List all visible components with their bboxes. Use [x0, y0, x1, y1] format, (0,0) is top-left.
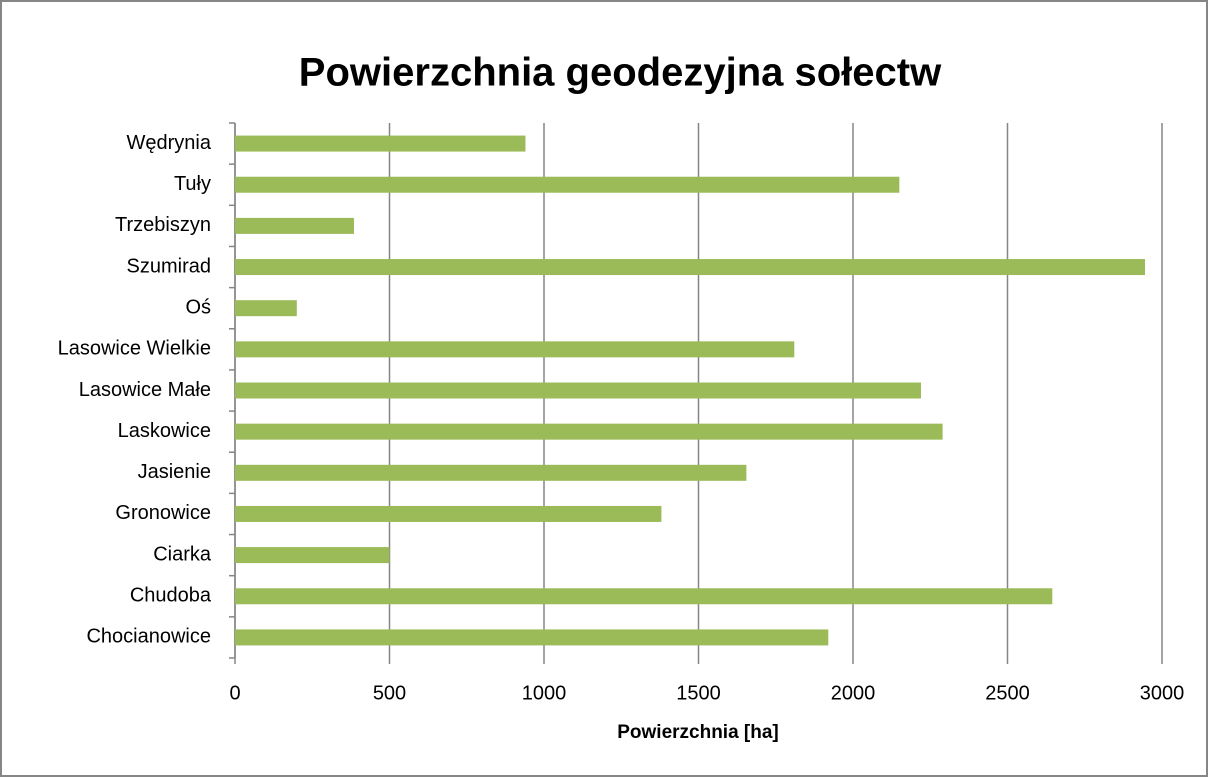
y-tick-label: Lasowice Wielkie — [58, 338, 211, 360]
x-tick-label: 0 — [229, 682, 240, 704]
y-tick-label: Chudoba — [130, 585, 212, 607]
y-tick-label: Tuły — [174, 173, 211, 195]
y-tick-label: Wędrynia — [127, 132, 212, 154]
x-tick-label: 1500 — [676, 682, 721, 704]
y-tick-label: Trzebiszyn — [115, 214, 211, 236]
x-tick-label: 1000 — [522, 682, 567, 704]
y-tick-label: Laskowice — [118, 420, 211, 442]
bar — [235, 547, 390, 564]
bar — [235, 300, 297, 317]
x-tick-label: 2000 — [831, 682, 876, 704]
y-tick-label: Ciarka — [153, 543, 212, 565]
y-tick-label: Chocianowice — [86, 626, 211, 648]
bar — [235, 588, 1053, 605]
bar — [235, 464, 747, 481]
y-tick-label: Szumirad — [127, 255, 211, 277]
bar — [235, 135, 526, 152]
bar — [235, 629, 829, 646]
bar — [235, 259, 1146, 276]
bar — [235, 217, 354, 234]
bar — [235, 423, 943, 440]
x-tick-label: 3000 — [1140, 682, 1185, 704]
x-tick-label: 500 — [373, 682, 406, 704]
bar — [235, 176, 900, 193]
y-tick-label: Gronowice — [115, 502, 211, 524]
bar — [235, 341, 795, 358]
y-tick-label: Oś — [185, 296, 211, 318]
x-tick-label: 2500 — [985, 682, 1030, 704]
y-tick-label: Jasienie — [138, 461, 211, 483]
y-tick-label: Lasowice Małe — [79, 379, 211, 401]
bar — [235, 382, 921, 399]
x-axis-label: Powierzchnia [ha] — [617, 722, 779, 743]
bar — [235, 505, 662, 522]
chart-title: Powierzchnia geodezyjna sołectw — [299, 51, 942, 95]
